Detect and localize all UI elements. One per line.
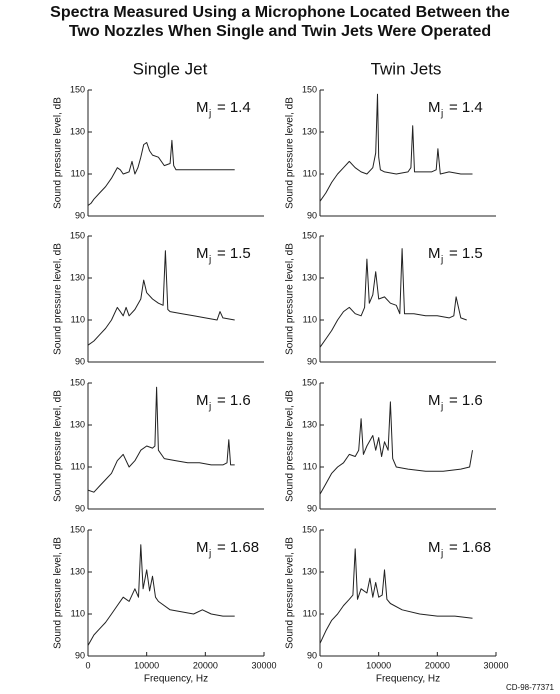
x-tick-label: 30000: [483, 660, 508, 670]
annotation-subscript: j: [208, 109, 211, 120]
annotation-symbol: M: [196, 245, 209, 262]
annotation-symbol: M: [428, 392, 441, 409]
y-tick-label: 90: [307, 650, 317, 660]
y-tick-label: 130: [302, 272, 317, 282]
annotation-value: = 1.68: [449, 539, 491, 556]
x-tick-label: 0: [85, 660, 90, 670]
y-tick-label: 90: [307, 210, 317, 220]
y-tick-label: 90: [75, 503, 85, 513]
annotation-subscript: j: [208, 255, 211, 266]
y-axis-label: Sound pressure level, dB: [53, 390, 64, 502]
spectrum-line: [87, 386, 235, 493]
y-axis-label: Sound pressure level, dB: [53, 97, 64, 209]
spectrum-line: [319, 248, 467, 348]
x-tick-label: 20000: [425, 660, 450, 670]
y-axis-label: Sound pressure level, dB: [285, 390, 296, 502]
annotation-subscript: j: [440, 549, 443, 560]
y-tick-label: 130: [302, 126, 317, 136]
column-header: Twin Jets: [371, 59, 442, 78]
annotation-subscript: j: [440, 402, 443, 413]
spectrum-line: [87, 250, 235, 346]
x-tick-label: 10000: [134, 660, 159, 670]
y-tick-label: 130: [302, 419, 317, 429]
spectrum-line: [319, 93, 473, 202]
annotation-symbol: M: [428, 539, 441, 556]
y-tick-label: 110: [71, 608, 85, 618]
y-tick-label: 110: [303, 608, 317, 618]
y-tick-label: 130: [70, 419, 85, 429]
annotation-subscript: j: [208, 549, 211, 560]
y-tick-label: 110: [303, 461, 317, 471]
annotation-symbol: M: [196, 392, 209, 409]
x-tick-label: 10000: [366, 660, 391, 670]
y-tick-label: 110: [71, 168, 85, 178]
y-axis-label: Sound pressure level, dB: [53, 243, 64, 355]
y-axis-label: Sound pressure level, dB: [53, 537, 64, 649]
y-tick-label: 110: [71, 314, 85, 324]
y-tick-label: 150: [70, 84, 85, 94]
title-line: Two Nozzles When Single and Twin Jets We…: [69, 23, 491, 40]
y-tick-label: 110: [71, 461, 85, 471]
x-axis-label: Frequency, Hz: [376, 674, 440, 685]
annotation-value: = 1.6: [449, 392, 483, 409]
spectrum-line: [87, 139, 235, 206]
x-axis-label: Frequency, Hz: [144, 674, 208, 685]
annotation-value: = 1.4: [217, 99, 251, 116]
x-tick-label: 0: [317, 660, 322, 670]
subplot: 90 110 130 150 0 10000 20000 30000 Frequency, Hz…: [285, 524, 509, 684]
annotation-value: = 1.5: [217, 245, 251, 262]
y-axis-label: Sound pressure level, dB: [285, 243, 296, 355]
annotation-value: = 1.6: [217, 392, 251, 409]
column-header: Single Jet: [133, 59, 208, 78]
y-tick-label: 150: [302, 230, 317, 240]
spectrum-line: [319, 548, 473, 644]
y-tick-label: 130: [302, 566, 317, 576]
annotation-symbol: M: [196, 99, 209, 116]
y-tick-label: 150: [70, 230, 85, 240]
annotation-value: = 1.68: [217, 539, 259, 556]
y-tick-label: 130: [70, 272, 85, 282]
y-tick-label: 90: [75, 650, 85, 660]
y-tick-label: 90: [75, 210, 85, 220]
y-tick-label: 150: [302, 524, 317, 534]
y-tick-label: 90: [75, 356, 85, 366]
y-tick-label: 90: [307, 503, 317, 513]
annotation-subscript: j: [440, 255, 443, 266]
annotation-symbol: M: [196, 539, 209, 556]
annotation-value: = 1.5: [449, 245, 483, 262]
spectrum-line: [87, 544, 235, 646]
y-tick-label: 90: [307, 356, 317, 366]
spectrum-line: [319, 401, 473, 495]
annotation-symbol: M: [428, 245, 441, 262]
y-tick-label: 150: [302, 377, 317, 387]
y-tick-label: 110: [303, 168, 317, 178]
y-tick-label: 150: [302, 84, 317, 94]
annotation-value: = 1.4: [449, 99, 483, 116]
annotation-subscript: j: [440, 109, 443, 120]
annotation-symbol: M: [428, 99, 441, 116]
annotation-subscript: j: [208, 402, 211, 413]
y-tick-label: 150: [70, 377, 85, 387]
y-axis-label: Sound pressure level, dB: [285, 537, 296, 649]
x-tick-label: 30000: [251, 660, 276, 670]
y-tick-label: 110: [303, 314, 317, 324]
y-tick-label: 130: [70, 126, 85, 136]
y-axis-label: Sound pressure level, dB: [285, 97, 296, 209]
footnote: CD-98-77371: [506, 683, 555, 692]
y-tick-label: 150: [70, 524, 85, 534]
x-tick-label: 20000: [193, 660, 218, 670]
subplot: 90 110 130 150 0 10000 20000 30000 Frequency, Hz…: [53, 524, 277, 684]
title-line: Spectra Measured Using a Microphone Loca…: [50, 4, 510, 21]
y-tick-label: 130: [70, 566, 85, 576]
